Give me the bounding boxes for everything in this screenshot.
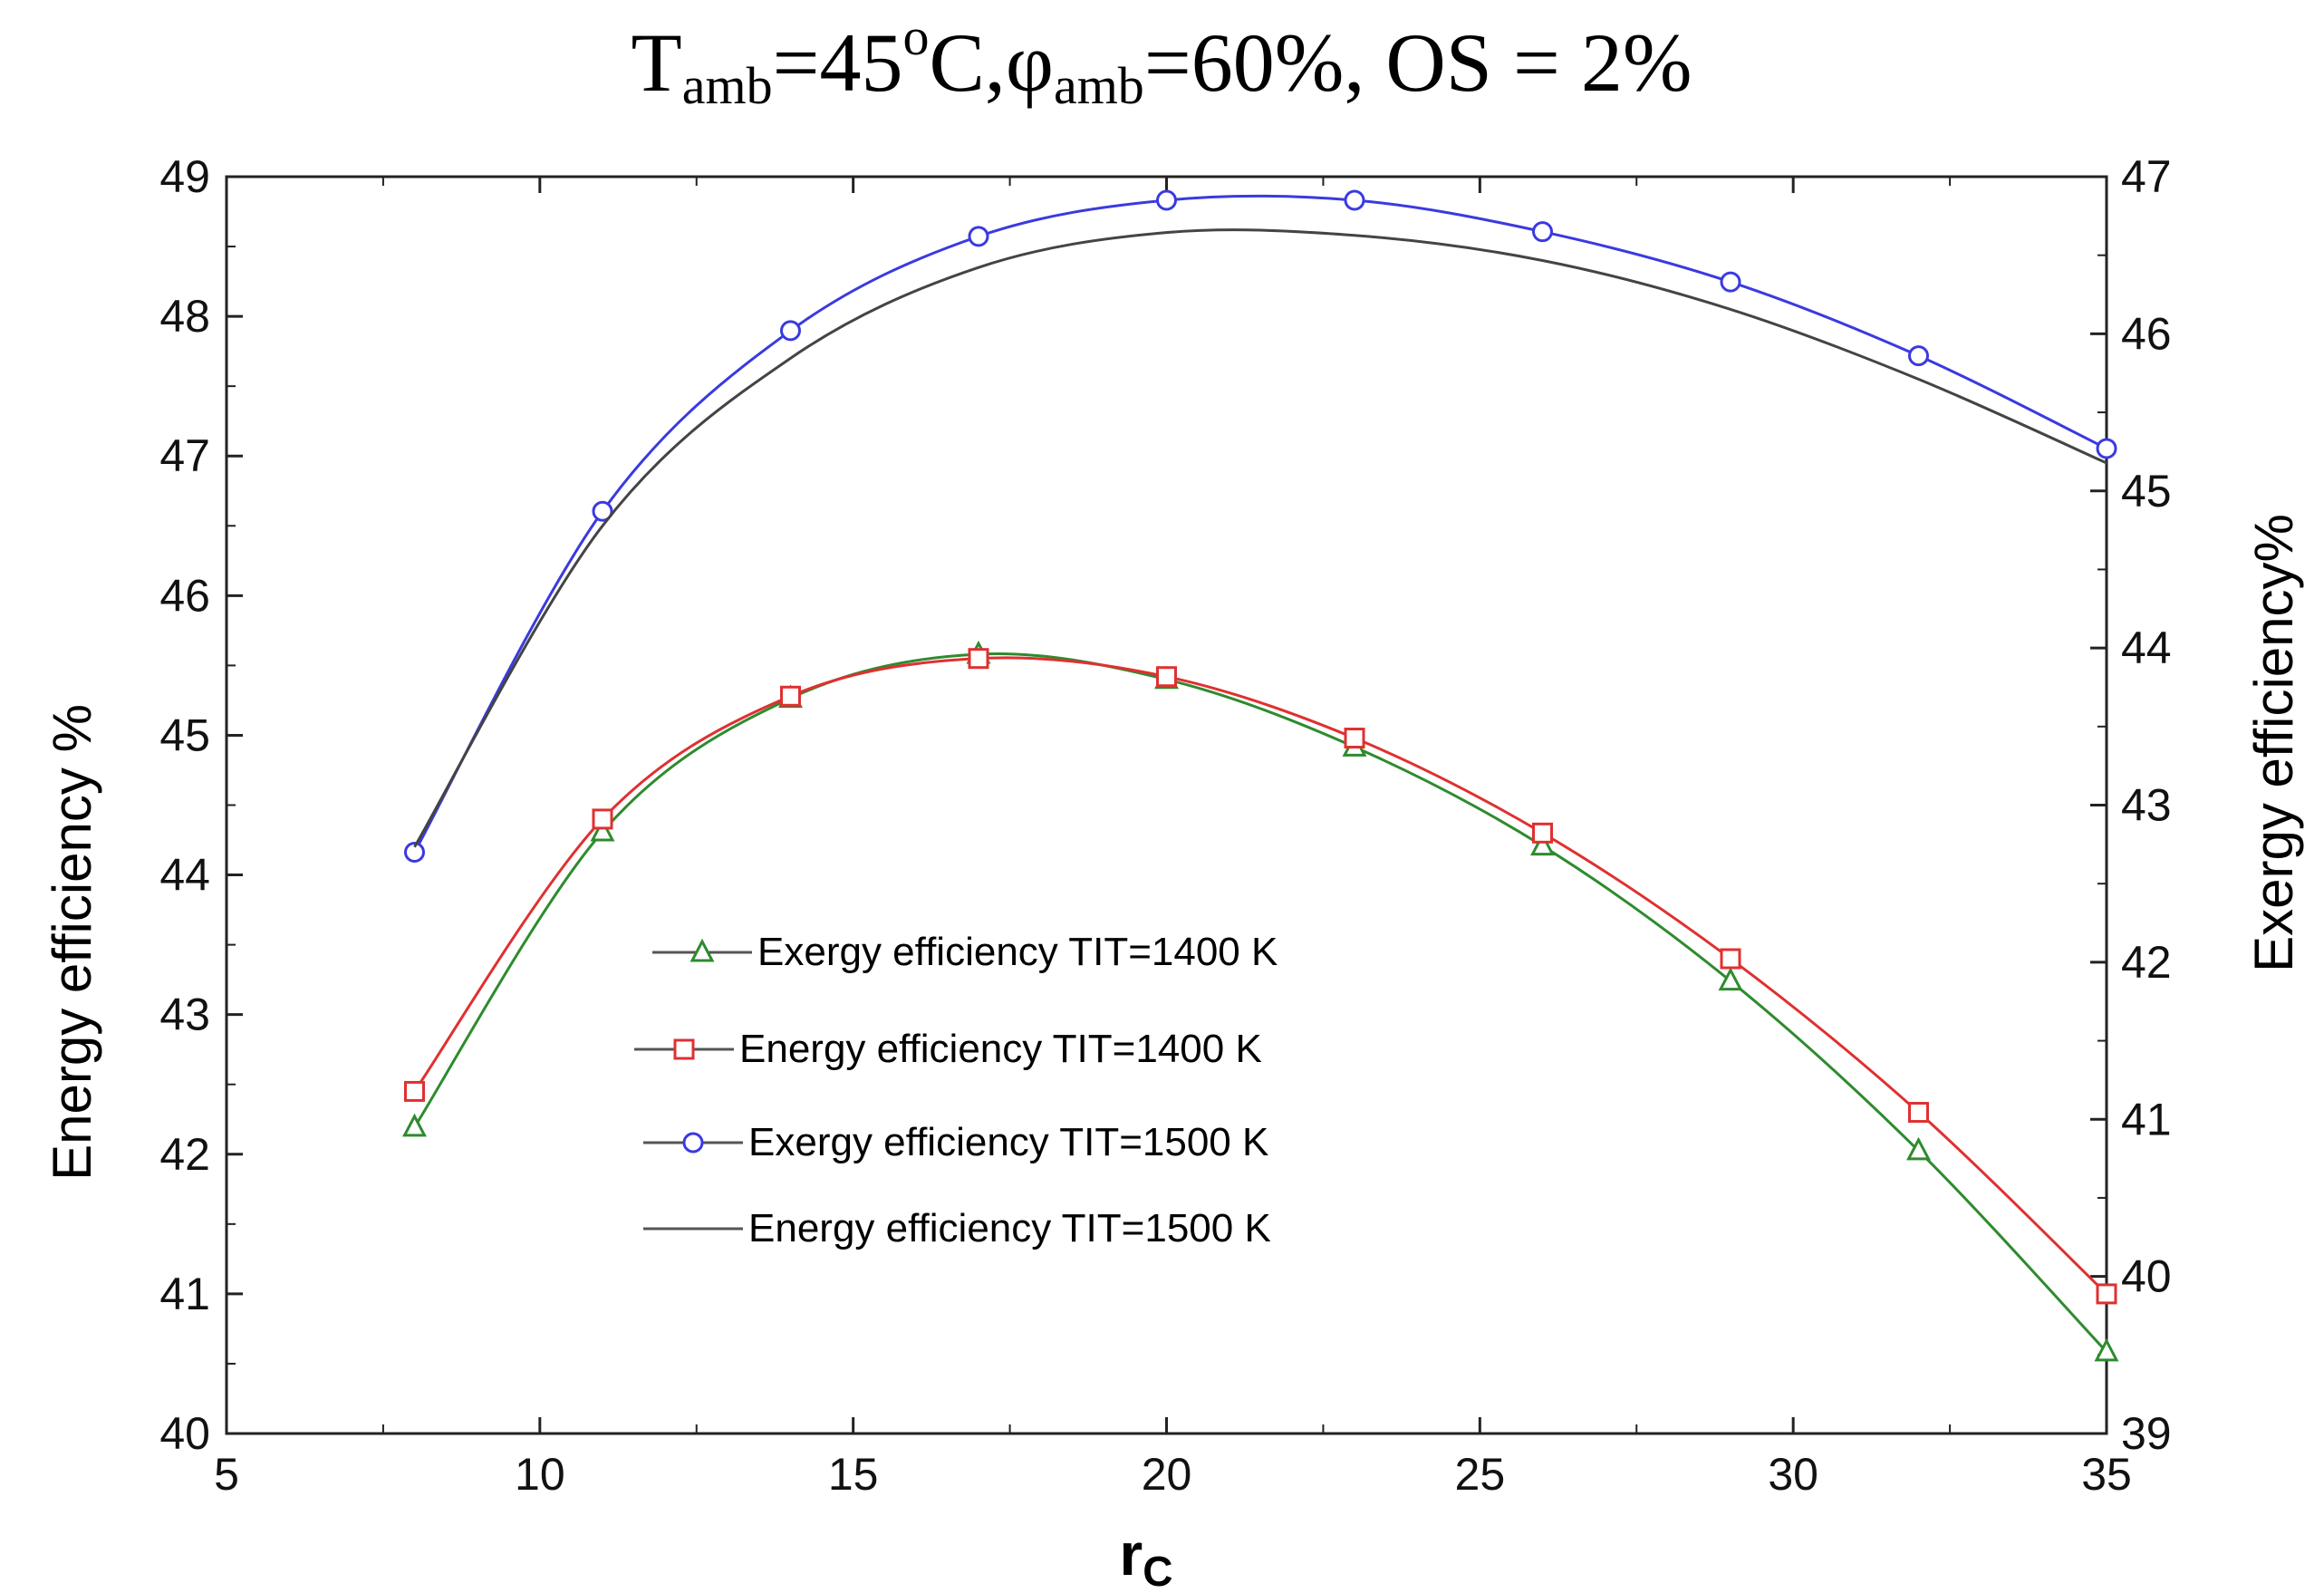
x-axis-label-main: r (1120, 1521, 1143, 1588)
x-tick-label: 35 (2081, 1449, 2132, 1500)
right-y-axis-label: Exergy efficiency% (2243, 514, 2304, 972)
series-line (413, 194, 2107, 854)
right-y-tick-label: 47 (2121, 151, 2172, 202)
x-tick-label: 10 (515, 1449, 565, 1500)
data-point (780, 685, 801, 707)
legend-entry: Energy efficiency TIT=1500 K (643, 1206, 1271, 1250)
data-point (592, 500, 613, 522)
data-point (1532, 822, 1553, 844)
left-y-tick-label: 47 (159, 430, 210, 481)
title-part: =60%, OS = 2% (1144, 16, 1692, 109)
legend-entry: Exergy efficiency TIT=1400 K (652, 930, 1278, 974)
data-point (1718, 967, 1743, 991)
legend-label: Energy efficiency TIT=1400 K (739, 1027, 1262, 1071)
right-y-tick-label: 39 (2121, 1408, 2172, 1459)
left-y-axis-label: Energy efficiency % (42, 704, 102, 1181)
data-point (2096, 1283, 2117, 1305)
data-point (1530, 832, 1555, 856)
data-point (2094, 1337, 2119, 1362)
legend-entry: Energy efficiency TIT=1400 K (634, 1027, 1262, 1071)
title-part: =45 (773, 16, 903, 109)
data-point (2096, 438, 2117, 459)
right-y-tick-label: 43 (2121, 780, 2172, 831)
data-point (592, 808, 613, 830)
right-y-tick-label: 45 (2121, 466, 2172, 517)
x-tick-label: 20 (1142, 1449, 1192, 1500)
series-2 (404, 189, 2117, 864)
right-y-tick-label: 40 (2121, 1251, 2172, 1302)
data-point (1156, 189, 1177, 211)
data-point (402, 1113, 427, 1137)
x-tick-label: 25 (1455, 1449, 1506, 1500)
data-point (1906, 1136, 1931, 1161)
data-point (1532, 221, 1553, 243)
data-point (1908, 345, 1929, 367)
legend-label: Energy efficiency TIT=1500 K (748, 1206, 1271, 1250)
x-axis-label-sub: C (1143, 1548, 1172, 1593)
title-part: T (632, 16, 682, 109)
legend: Exergy efficiency TIT=1400 K Energy effic… (634, 930, 1278, 1250)
title-part: amb (682, 56, 773, 115)
left-y-tick-label: 46 (159, 570, 210, 621)
data-point (590, 817, 615, 842)
left-y-tick-label: 43 (159, 990, 210, 1040)
legend-marker (689, 938, 715, 962)
left-y-tick-label: 40 (159, 1408, 210, 1459)
right-y-tick-label: 44 (2121, 623, 2172, 673)
data-point (1344, 728, 1365, 749)
series-1 (404, 648, 2117, 1305)
right-y-axis-ticks: 39 40 41 42 43 44 45 46 47 (2090, 151, 2172, 1459)
x-tick-label: 5 (214, 1449, 239, 1500)
left-y-tick-label: 49 (159, 151, 210, 202)
legend-marker (673, 1038, 695, 1060)
data-point (968, 648, 989, 670)
series-line (413, 656, 2108, 1295)
chart-title: Tamb=45oC,φamb=60%, OS = 2% (632, 7, 1692, 115)
series-line (413, 228, 2107, 848)
series-line (413, 652, 2108, 1353)
legend-label: Exergy efficiency TIT=1500 K (748, 1120, 1268, 1164)
left-y-tick-label: 44 (159, 850, 210, 901)
x-axis-ticks: 5 10 15 20 25 30 35 (214, 177, 2132, 1500)
title-part: o (902, 7, 929, 66)
data-point (1908, 1102, 1929, 1124)
left-y-tick-label: 45 (159, 710, 210, 760)
data-point (1720, 948, 1741, 970)
data-point (1344, 189, 1365, 211)
series-layer (402, 189, 2119, 1362)
right-y-tick-label: 42 (2121, 937, 2172, 988)
x-tick-label: 15 (828, 1449, 879, 1500)
x-tick-label: 30 (1768, 1449, 1818, 1500)
data-point (1720, 271, 1741, 293)
data-point (404, 1080, 425, 1102)
x-axis-label: rC (1120, 1521, 1173, 1593)
data-point (1156, 666, 1177, 688)
left-y-tick-label: 42 (159, 1129, 210, 1180)
left-y-tick-label: 41 (159, 1269, 210, 1319)
title-part: C,φ (929, 16, 1053, 109)
title-part: amb (1054, 56, 1144, 115)
series-3 (413, 228, 2107, 848)
data-point (780, 320, 801, 342)
data-point (404, 842, 425, 864)
legend-label: Exergy efficiency TIT=1400 K (757, 930, 1278, 974)
left-y-axis-ticks: 40 41 42 43 44 45 46 47 48 49 (159, 151, 243, 1459)
left-y-tick-label: 48 (159, 291, 210, 342)
data-point (968, 226, 989, 247)
legend-marker (682, 1132, 704, 1154)
legend-entry: Exergy efficiency TIT=1500 K (643, 1120, 1268, 1164)
series-0 (402, 640, 2119, 1362)
right-y-tick-label: 46 (2121, 308, 2172, 359)
right-y-tick-label: 41 (2121, 1094, 2172, 1144)
